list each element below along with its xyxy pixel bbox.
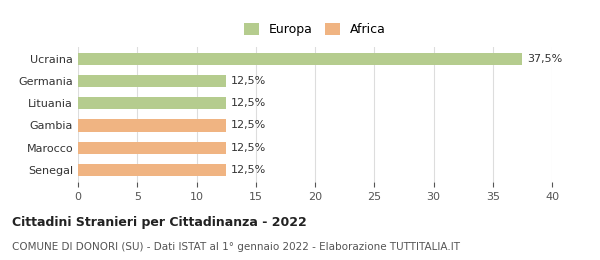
Bar bbox=[78, 119, 226, 132]
Legend: Europa, Africa: Europa, Africa bbox=[244, 23, 386, 36]
Bar bbox=[78, 97, 226, 109]
Text: 12,5%: 12,5% bbox=[231, 165, 266, 175]
Bar bbox=[78, 75, 226, 87]
Bar bbox=[78, 164, 226, 176]
Bar bbox=[78, 141, 226, 154]
Text: COMUNE DI DONORI (SU) - Dati ISTAT al 1° gennaio 2022 - Elaborazione TUTTITALIA.: COMUNE DI DONORI (SU) - Dati ISTAT al 1°… bbox=[12, 242, 460, 252]
Text: 12,5%: 12,5% bbox=[231, 76, 266, 86]
Text: 37,5%: 37,5% bbox=[527, 54, 562, 64]
Text: 12,5%: 12,5% bbox=[231, 120, 266, 131]
Text: Cittadini Stranieri per Cittadinanza - 2022: Cittadini Stranieri per Cittadinanza - 2… bbox=[12, 216, 307, 229]
Bar bbox=[78, 53, 523, 65]
Text: 12,5%: 12,5% bbox=[231, 143, 266, 153]
Text: 12,5%: 12,5% bbox=[231, 98, 266, 108]
